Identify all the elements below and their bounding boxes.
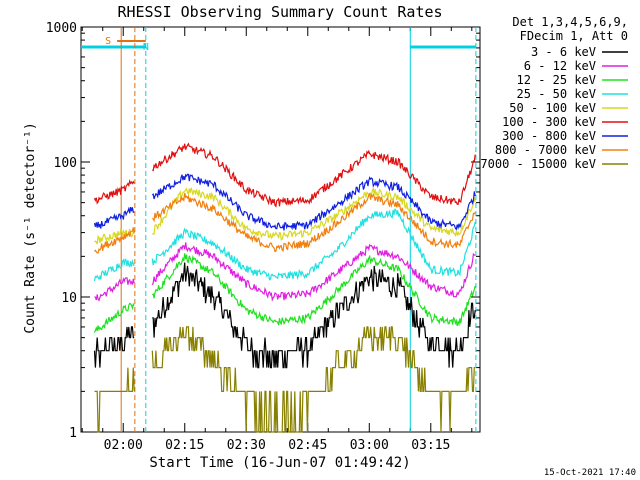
series-line-8 [94,192,476,254]
y-axis-label: Count Rate (s⁻¹ detector⁻¹) [23,122,38,333]
plot-layer: 1 10 100 1000 02:00 02:15 02:30 02:45 03:00 03:15… [46,21,481,453]
legend-label: 3 - 6 keV [531,45,596,59]
x-axis-label: Start Time (16-Jun-07 01:49:42) [149,455,410,471]
series-line-7 [93,173,476,231]
legend-label: 50 - 100 keV [509,101,596,115]
generation-timestamp: 15-Oct-2021 17:40 [544,468,636,478]
legend-label: 6 - 12 keV [524,59,596,73]
y-tick-label: 1000 [46,21,77,36]
y-tick-label: 1 [69,426,77,441]
x-tick-label: 03:00 [350,438,389,453]
x-tick-label: 02:15 [165,438,204,453]
x-tick-label: 03:15 [411,438,450,453]
legend-label: 300 - 800 keV [502,129,596,143]
y-tick-label: 10 [61,291,77,306]
series-line-4 [93,208,476,282]
series-line-9 [94,326,476,433]
legend-label: 100 - 300 keV [502,115,596,129]
x-tick-label: 02:00 [104,438,143,453]
series-line-5 [94,187,476,245]
legend-header-line-1: Det 1,3,4,5,6,9, [512,15,628,29]
legend-label: 25 - 50 keV [517,87,596,101]
x-tick-label: 02:30 [227,438,266,453]
series-line-6 [93,142,476,208]
night-label: N [143,42,149,53]
y-tick-label: 100 [54,156,77,171]
legend-label: 12 - 25 keV [517,73,596,87]
chart-title: RHESSI Observing Summary Count Rates [117,3,442,21]
series-line-3 [93,253,476,333]
legend-header-line-2: FDecim 1, Att 0 [520,29,628,43]
legend-label: 800 - 7000 keV [495,143,596,157]
x-tick-label: 02:45 [288,438,327,453]
series-line-2 [94,242,476,302]
saa-label: S [105,36,111,47]
series-line-1 [93,262,476,369]
legend-label: 7000 - 15000 keV [480,157,596,171]
